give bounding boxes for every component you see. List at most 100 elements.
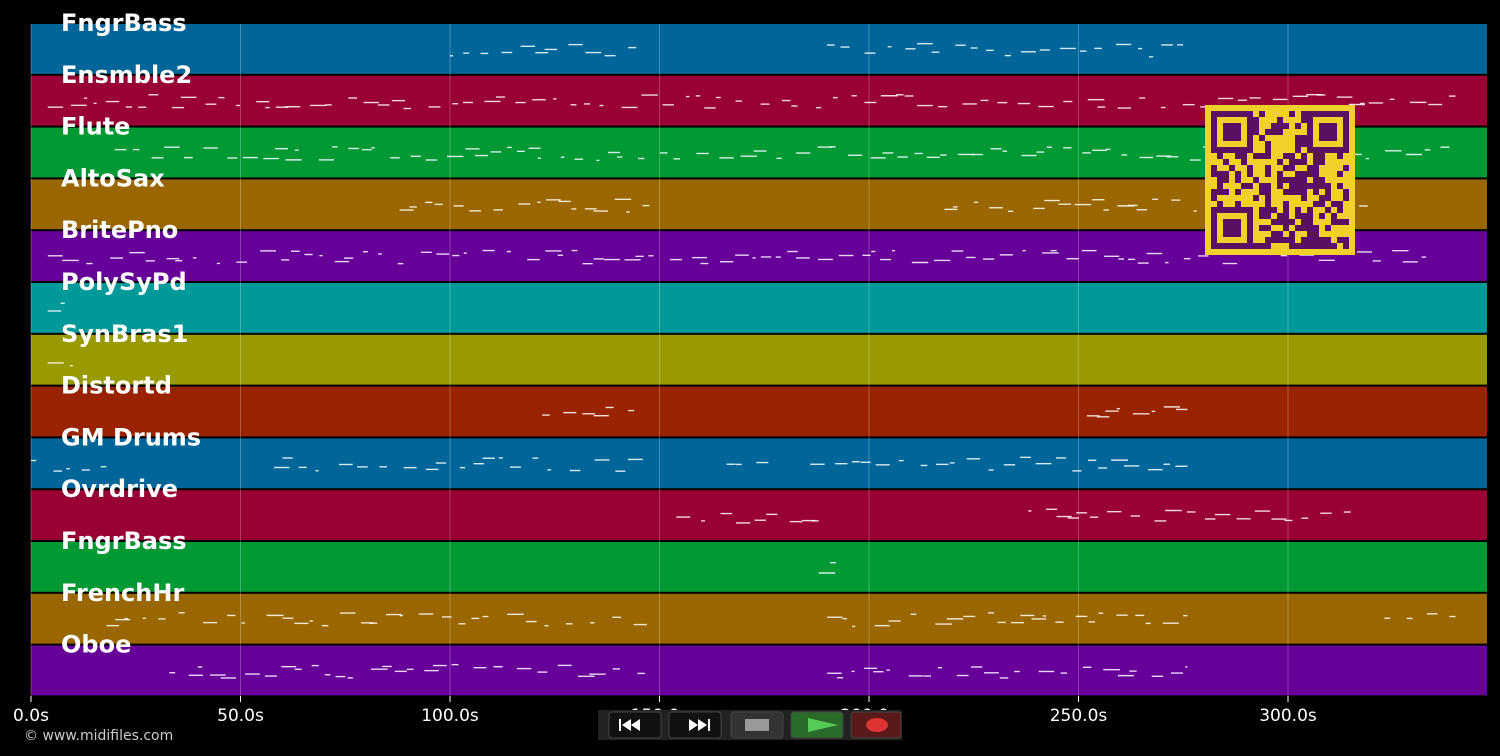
qr-module	[1265, 237, 1271, 243]
qr-module	[1265, 129, 1271, 135]
qr-module	[1217, 189, 1223, 195]
qr-module	[1337, 201, 1343, 207]
qr-module	[1277, 123, 1283, 129]
qr-module	[1229, 243, 1235, 249]
rewind-button[interactable]	[608, 711, 662, 739]
qr-module	[1265, 147, 1271, 153]
tick-label: 50.0s	[217, 706, 264, 726]
qr-code	[1205, 105, 1355, 255]
qr-module	[1289, 111, 1295, 117]
qr-module	[1223, 159, 1229, 165]
qr-module	[1217, 171, 1223, 177]
qr-module	[1283, 207, 1289, 213]
qr-module	[1295, 207, 1301, 213]
track-label: Flute	[61, 113, 130, 141]
qr-module	[1301, 195, 1307, 201]
qr-module	[1259, 153, 1265, 159]
qr-module	[1223, 129, 1229, 135]
qr-module	[1211, 213, 1217, 219]
qr-module	[1331, 123, 1337, 129]
qr-module	[1229, 123, 1235, 129]
qr-module	[1319, 177, 1325, 183]
qr-module	[1337, 207, 1343, 213]
track-band	[31, 593, 1487, 644]
qr-module	[1313, 183, 1319, 189]
qr-module	[1283, 225, 1289, 231]
track-band	[31, 645, 1487, 696]
qr-module	[1235, 225, 1241, 231]
play-button[interactable]	[790, 711, 844, 739]
qr-module	[1289, 231, 1295, 237]
qr-module	[1331, 147, 1337, 153]
qr-module	[1343, 117, 1349, 123]
qr-module	[1301, 189, 1307, 195]
qr-module	[1265, 243, 1271, 249]
track-band	[31, 438, 1487, 489]
track-label: Ovrdrive	[61, 475, 178, 503]
qr-module	[1211, 231, 1217, 237]
qr-module	[1289, 219, 1295, 225]
qr-module	[1235, 135, 1241, 141]
qr-module	[1253, 129, 1259, 135]
qr-module	[1259, 135, 1265, 141]
qr-module	[1277, 213, 1283, 219]
qr-module	[1289, 159, 1295, 165]
qr-module	[1211, 165, 1217, 171]
qr-module	[1235, 231, 1241, 237]
qr-module	[1331, 135, 1337, 141]
qr-module	[1319, 135, 1325, 141]
qr-module	[1295, 135, 1301, 141]
qr-module	[1259, 207, 1265, 213]
qr-module	[1253, 177, 1259, 183]
qr-module	[1313, 171, 1319, 177]
qr-module	[1259, 189, 1265, 195]
qr-module	[1235, 177, 1241, 183]
qr-module	[1277, 171, 1283, 177]
qr-module	[1211, 117, 1217, 123]
qr-module	[1211, 243, 1217, 249]
qr-module	[1271, 123, 1277, 129]
qr-module	[1319, 183, 1325, 189]
qr-module	[1223, 177, 1229, 183]
qr-module	[1301, 213, 1307, 219]
qr-module	[1253, 153, 1259, 159]
track-label: Oboe	[61, 631, 131, 659]
qr-module	[1271, 237, 1277, 243]
qr-module	[1301, 243, 1307, 249]
qr-module	[1313, 243, 1319, 249]
qr-module	[1247, 207, 1253, 213]
qr-module	[1307, 183, 1313, 189]
track-label: FrenchHr	[61, 579, 184, 607]
qr-module	[1277, 159, 1283, 165]
qr-module	[1289, 153, 1295, 159]
qr-module	[1301, 159, 1307, 165]
qr-module	[1211, 147, 1217, 153]
track-label: Distortd	[61, 372, 172, 400]
record-button[interactable]	[850, 711, 902, 739]
qr-module	[1295, 213, 1301, 219]
qr-module	[1313, 153, 1319, 159]
qr-module	[1253, 195, 1259, 201]
qr-module	[1211, 207, 1217, 213]
qr-module	[1307, 165, 1313, 171]
qr-module	[1331, 201, 1337, 207]
qr-module	[1301, 111, 1307, 117]
qr-module	[1223, 171, 1229, 177]
qr-module	[1313, 225, 1319, 231]
qr-module	[1241, 153, 1247, 159]
qr-module	[1313, 165, 1319, 171]
stop-button[interactable]	[730, 711, 784, 739]
qr-module	[1265, 201, 1271, 207]
qr-module	[1307, 135, 1313, 141]
qr-module	[1277, 219, 1283, 225]
qr-module	[1283, 177, 1289, 183]
qr-module	[1307, 213, 1313, 219]
qr-module	[1313, 159, 1319, 165]
forward-button[interactable]	[668, 711, 722, 739]
qr-module	[1319, 201, 1325, 207]
qr-module	[1229, 219, 1235, 225]
qr-module	[1235, 111, 1241, 117]
qr-module	[1337, 111, 1343, 117]
qr-module	[1343, 195, 1349, 201]
qr-module	[1337, 183, 1343, 189]
